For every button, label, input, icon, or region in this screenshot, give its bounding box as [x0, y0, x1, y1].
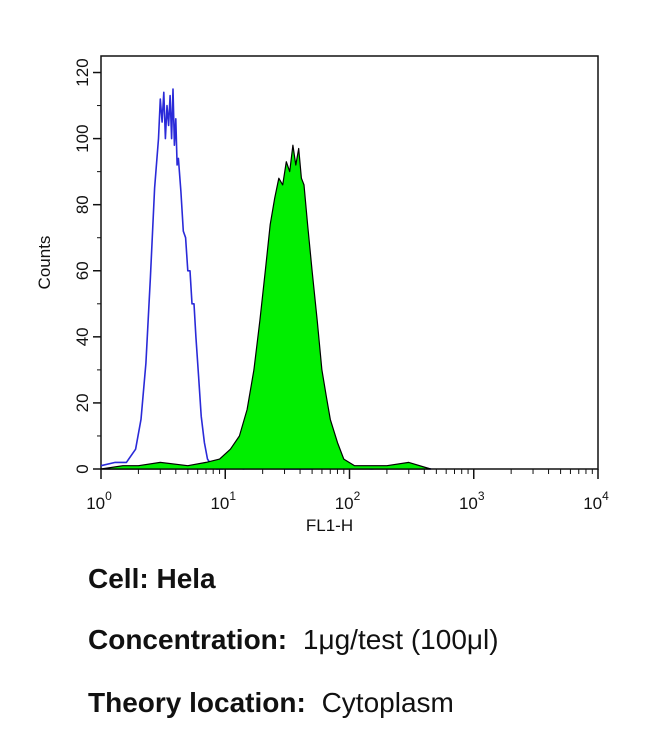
y-tick-label: 20	[73, 393, 92, 412]
info-cell-line: Cell: Hela	[88, 563, 216, 595]
x-axis-title: FL1-H	[306, 516, 353, 535]
y-tick-label: 80	[73, 195, 92, 214]
y-tick-label: 60	[73, 261, 92, 280]
cell-label: Cell:	[88, 563, 149, 594]
x-tick-label: 104	[583, 489, 609, 513]
y-tick-label: 100	[73, 124, 92, 152]
plot-frame	[100, 55, 599, 470]
concentration-label: Concentration:	[88, 624, 288, 655]
cell-value: Hela	[156, 563, 216, 594]
y-axis-title: Counts	[35, 236, 54, 290]
x-tick-label: 102	[335, 489, 361, 513]
info-concentration-line: Concentration: 1μg/test (100μl)	[88, 624, 499, 656]
concentration-value: 1μg/test (100μl)	[302, 624, 499, 655]
info-theory-line: Theory location: Cytoplasm	[88, 687, 454, 719]
y-tick-label: 0	[73, 464, 92, 473]
histogram-chart: 0 20 40 60 80 100 120 100 101 102 103 104 FL1-H Count…	[35, 55, 609, 535]
x-tick-label: 103	[459, 489, 485, 513]
x-tick-label: 101	[210, 489, 236, 513]
y-tick-label: 40	[73, 327, 92, 346]
theory-value: Cytoplasm	[321, 687, 454, 718]
x-tick-label: 100	[86, 489, 112, 513]
series-1-filled-histogram	[100, 144, 432, 470]
histogram-svg: 0 20 40 60 80 100 120 100 101 102 103 104 FL1-H Count…	[35, 55, 609, 535]
y-tick-label: 120	[73, 58, 92, 86]
theory-label: Theory location:	[88, 687, 306, 718]
